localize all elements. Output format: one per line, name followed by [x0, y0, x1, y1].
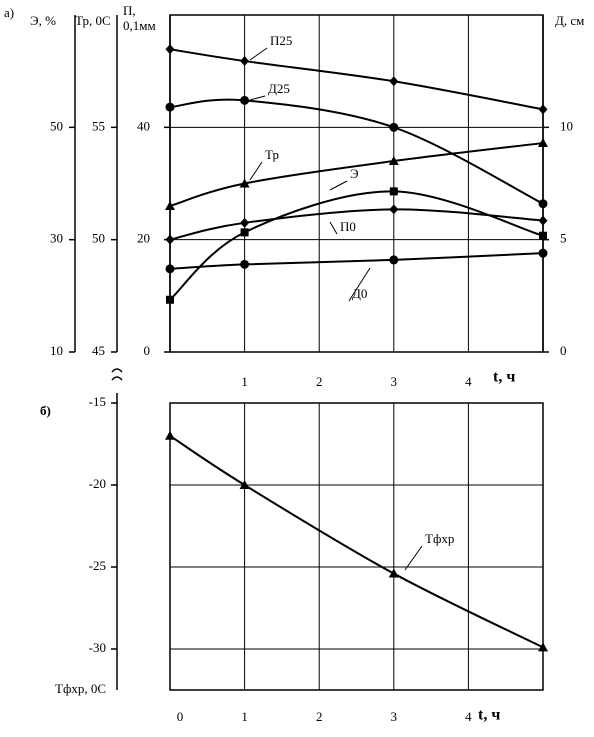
- x-tick-label: 4: [465, 709, 472, 724]
- y-tick-label: 55: [92, 118, 105, 133]
- y-axis-label: Тфхр, 0С: [55, 681, 106, 696]
- marker: [388, 156, 399, 166]
- y-tick-label: 50: [92, 231, 105, 246]
- y-axis-label: Тр, 0С: [75, 13, 111, 28]
- y-tick-label: 0: [144, 343, 151, 358]
- leader-line: [249, 95, 266, 101]
- marker: [240, 259, 250, 269]
- leader-line: [249, 47, 268, 61]
- marker: [389, 187, 398, 196]
- marker: [539, 231, 547, 240]
- marker: [166, 295, 174, 304]
- x-tick-label: 3: [391, 709, 398, 724]
- y-tick-label: 10: [560, 118, 573, 133]
- plot-frame: [169, 402, 544, 691]
- series-line: [169, 142, 544, 207]
- panel-label: а): [4, 5, 14, 20]
- series-line: [169, 190, 544, 301]
- x-tick-label: 2: [316, 709, 323, 724]
- marker: [389, 122, 399, 132]
- series-label: Э: [350, 166, 359, 181]
- leader-line: [329, 180, 348, 191]
- y-tick-label: 5: [560, 231, 567, 246]
- leader-line: [404, 545, 423, 571]
- x-tick-label: 3: [391, 374, 398, 389]
- y-axis-label: Э, %: [30, 13, 56, 28]
- leader-line: [249, 161, 263, 181]
- series-label: Тр: [265, 147, 279, 162]
- marker: [389, 255, 399, 265]
- series-line: [169, 208, 544, 241]
- marker: [239, 480, 250, 489]
- y-tick-label: -30: [89, 640, 106, 655]
- marker: [538, 138, 548, 148]
- y-tick-label: 50: [50, 118, 63, 133]
- y-tick-label: -15: [89, 394, 106, 409]
- y-tick-label: 40: [137, 118, 150, 133]
- marker: [538, 104, 548, 115]
- marker: [165, 44, 175, 55]
- marker: [165, 200, 175, 210]
- marker: [388, 568, 399, 578]
- axis-break: [111, 368, 123, 381]
- leader-line: [348, 267, 371, 302]
- x-tick-label: 1: [241, 374, 248, 389]
- series-line: [169, 48, 544, 111]
- y-axis-label: П,: [123, 3, 136, 18]
- marker: [538, 642, 548, 652]
- marker: [538, 199, 548, 209]
- x-tick-label: 0: [177, 709, 184, 724]
- series-label: П25: [270, 33, 292, 48]
- marker: [239, 178, 250, 188]
- y-axis-label: Д, см: [555, 13, 584, 28]
- x-axis-label: t, ч: [478, 707, 500, 724]
- marker: [240, 217, 250, 228]
- marker: [538, 248, 548, 258]
- plot-frame: [169, 14, 544, 353]
- marker: [165, 264, 175, 274]
- y-tick-label: 20: [137, 231, 150, 246]
- series-label: Д0: [352, 286, 367, 301]
- y-tick-label: 10: [50, 343, 63, 358]
- marker: [165, 102, 175, 112]
- marker: [389, 204, 399, 215]
- series-label: Тфхр: [425, 531, 454, 546]
- series-line: [169, 434, 544, 649]
- y-tick-label: -20: [89, 476, 106, 491]
- marker: [240, 228, 249, 237]
- series-line: [169, 252, 544, 270]
- leader-line: [329, 221, 338, 235]
- marker: [538, 215, 548, 226]
- marker: [389, 76, 399, 87]
- panel-label: б): [40, 403, 51, 418]
- y-tick-label: -25: [89, 558, 106, 573]
- x-tick-label: 4: [465, 374, 472, 389]
- y-axis-label: 0,1мм: [123, 18, 156, 33]
- marker: [240, 95, 250, 105]
- y-tick-label: 45: [92, 343, 105, 358]
- x-tick-label: 2: [316, 374, 323, 389]
- marker: [165, 234, 175, 245]
- x-tick-label: 1: [241, 709, 248, 724]
- y-tick-label: 30: [50, 231, 63, 246]
- marker: [240, 56, 250, 67]
- marker: [165, 430, 175, 440]
- x-axis-label: t, ч: [493, 369, 515, 386]
- series-label: Д25: [268, 81, 290, 96]
- y-tick-label: 0: [560, 343, 567, 358]
- series-label: П0: [340, 219, 356, 234]
- series-line: [169, 98, 544, 205]
